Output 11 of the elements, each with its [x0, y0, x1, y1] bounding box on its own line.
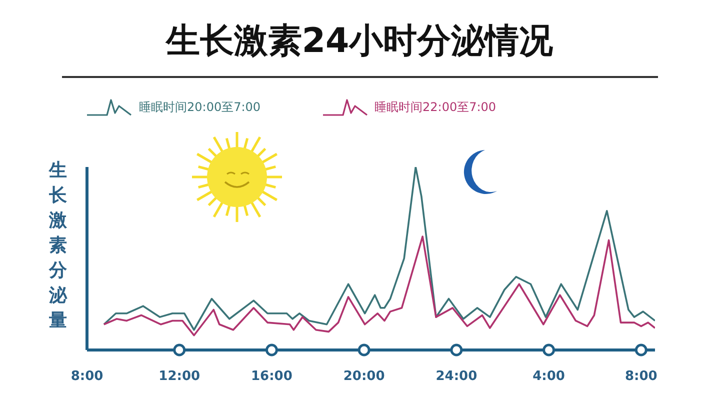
x-tick-label: 12:00: [158, 369, 200, 384]
legend-label: 睡眠时间22:00至7:00: [374, 98, 496, 116]
x-tick-label: 8:00: [70, 369, 104, 384]
x-tick-label: 20:00: [343, 369, 385, 384]
x-tick-label: 8:00: [624, 369, 658, 384]
x-tick-label: 4:00: [532, 369, 565, 384]
chart-title: 生长激素24小时分泌情况: [164, 20, 554, 63]
legend-label: 睡眠时间20:00至7:00: [139, 98, 261, 116]
y-axis-title: 生长激素分泌量: [48, 159, 68, 333]
x-tick-label: 24:00: [436, 369, 478, 384]
x-tick-label: 16:00: [251, 369, 292, 384]
